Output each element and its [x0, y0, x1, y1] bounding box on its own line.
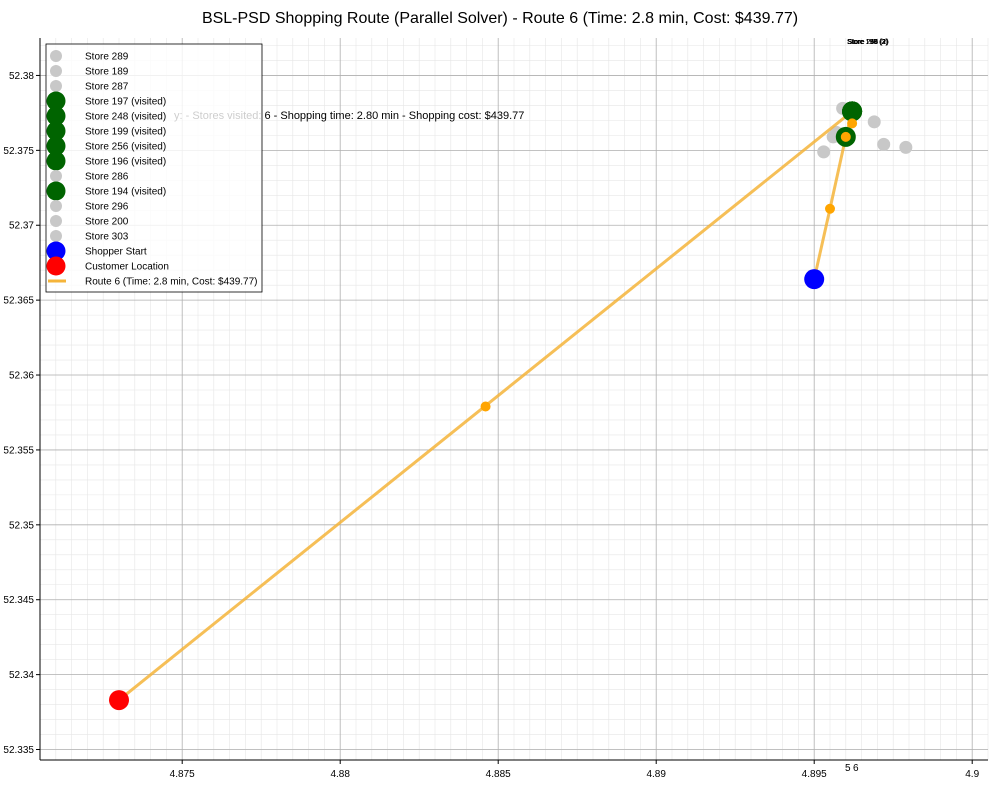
route-waypoint [840, 131, 851, 142]
legend-swatch-visited [46, 136, 66, 156]
legend-box [45, 43, 263, 293]
x-tick-label: 4.895 [802, 769, 827, 780]
store-bottom-label: 5 [845, 763, 851, 774]
legend-label: Store 194 (visited) [85, 187, 166, 198]
y-tick-label: 52.34 [9, 670, 34, 681]
legend-swatch-unvisited [50, 80, 62, 92]
y-tick-label: 52.375 [3, 146, 34, 157]
store-top-label: Store 199 (3) [847, 39, 888, 46]
y-tick-label: 52.345 [3, 595, 34, 606]
legend-swatch-customer [46, 256, 66, 276]
legend-swatch-visited [46, 106, 66, 126]
legend-label: Store 289 [85, 52, 129, 63]
legend-label: Shopper Start [85, 247, 147, 258]
shopper-start-point [804, 269, 825, 290]
legend-swatch-unvisited [50, 215, 62, 227]
chart-marks [109, 101, 913, 711]
store-point-unvisited [899, 140, 913, 154]
legend-label: Store 256 (visited) [85, 142, 166, 153]
legend-swatch-visited [46, 181, 66, 201]
legend-label: Store 196 (visited) [85, 157, 166, 168]
x-tick-label: 4.89 [646, 769, 666, 780]
legend-swatch-unvisited [50, 65, 62, 77]
store-bottom-label: 6 [853, 763, 859, 774]
store-top-label: Store 256 (2) [848, 39, 889, 46]
legend: Store 289 Store 189 Store 287 Store 197 (vi… [45, 43, 263, 293]
legend-label: Store 197 (visited) [85, 97, 166, 108]
y-axis: 52.335 52.34 52.345 52.35 52.355 52.36 52.365 5… [3, 38, 41, 760]
y-tick-label: 52.36 [9, 371, 34, 382]
legend-swatch-unvisited [50, 230, 62, 242]
legend-swatch-visited [46, 151, 66, 171]
legend-swatch-visited [46, 91, 66, 111]
x-tick-label: 4.88 [330, 769, 350, 780]
y-tick-label: 52.37 [9, 221, 34, 232]
route-waypoint [847, 118, 858, 129]
customer-location-point [109, 690, 129, 711]
legend-label: Customer Location [85, 262, 169, 273]
legend-label: Store 303 [85, 232, 129, 243]
legend-label: Store 296 [85, 202, 129, 213]
y-tick-label: 52.365 [3, 296, 34, 307]
y-tick-label: 52.355 [3, 445, 34, 456]
route-waypoint [480, 401, 491, 412]
legend-label: Store 248 (visited) [85, 112, 166, 123]
legend-label: Store 286 [85, 172, 129, 183]
legend-label: Route 6 (Time: 2.8 min, Cost: $439.77) [85, 277, 258, 288]
y-tick-label: 52.35 [9, 520, 34, 531]
x-tick-label: 4.885 [486, 769, 511, 780]
store-point-unvisited [877, 137, 891, 151]
store-point-visited [842, 101, 863, 122]
legend-swatch-unvisited [50, 50, 62, 62]
store-top-label: Store 197 (2) [847, 39, 888, 46]
store-point-unvisited [817, 145, 831, 159]
x-tick-label: 4.9 [965, 769, 979, 780]
route-waypoint [825, 203, 835, 214]
store-top-label: Store 248 (1) [848, 39, 889, 46]
legend-swatch-unvisited [50, 200, 62, 212]
legend-label: Store 287 [85, 82, 129, 93]
y-tick-label: 52.335 [3, 745, 34, 756]
chart-title: BSL-PSD Shopping Route (Parallel Solver)… [201, 10, 799, 27]
legend-label: Store 189 [85, 67, 129, 78]
legend-swatch-start [46, 241, 66, 261]
legend-swatch-visited [46, 121, 66, 141]
store-top-label: Store 196 (2) [847, 39, 888, 46]
y-tick-label: 52.38 [9, 71, 34, 82]
legend-label: Store 199 (visited) [85, 127, 166, 138]
x-axis: 4.875 4.88 4.885 4.89 4.895 4.9 [40, 759, 988, 780]
x-tick-label: 4.875 [170, 769, 195, 780]
legend-swatch-unvisited [50, 170, 62, 182]
legend-label: Store 200 [85, 217, 129, 228]
store-point-unvisited [867, 115, 881, 129]
